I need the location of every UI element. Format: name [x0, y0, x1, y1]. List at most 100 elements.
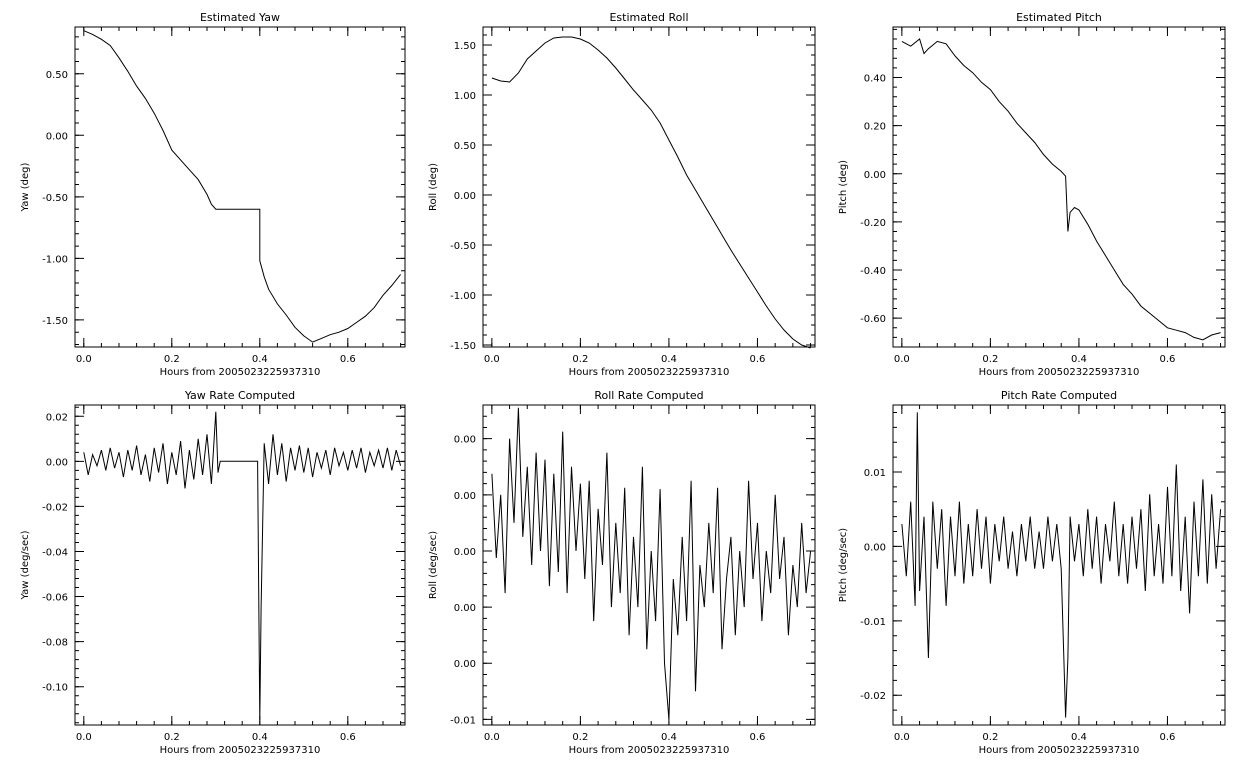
y-tick-label: -0.50	[42, 193, 68, 204]
minor-ticks	[483, 27, 815, 347]
x-tick-label: 0.4	[661, 732, 677, 743]
x-tick-label: 0.4	[252, 732, 268, 743]
y-tick-label: -1.00	[450, 291, 476, 302]
y-tick-label: -0.20	[860, 218, 886, 229]
x-axis-label: Hours from 2005023225937310	[979, 745, 1140, 756]
y-tick-label: 0.00	[454, 547, 476, 558]
minor-ticks	[893, 405, 1225, 726]
y-tick-label: 0.20	[864, 122, 886, 133]
y-tick-label: -0.02	[860, 691, 886, 702]
x-tick-label: 0.2	[164, 732, 180, 743]
plot-frame	[74, 26, 406, 348]
x-tick-label: 0.0	[484, 354, 500, 365]
x-tick-label: 0.4	[1071, 354, 1087, 365]
y-tick-label: 1.50	[454, 41, 476, 52]
x-tick-label: 0.2	[572, 354, 588, 365]
x-tick-label: 0.6	[1160, 354, 1176, 365]
series-line	[901, 412, 1222, 718]
panel-4: 0.0 0.2 0.4 0.6 0.02 0.00 -0.02 -0.04 -0.06 -0.08…	[20, 389, 406, 756]
y-tick-label: 0.50	[46, 70, 68, 81]
plot-frame	[482, 26, 816, 348]
panel-6: 0.0 0.2 0.4 0.6 0.01 0.00 -0.01 -0.02 Pitch Rate…	[838, 389, 1226, 756]
x-tick-label: 0.6	[750, 354, 766, 365]
x-tick-label: 0.4	[252, 354, 268, 365]
y-tick-label: 0.40	[864, 74, 886, 85]
y-tick-label: -1.50	[450, 341, 476, 352]
y-tick-label: 0.00	[864, 542, 886, 553]
x-tick-label: 0.0	[484, 732, 500, 743]
minor-ticks	[75, 27, 405, 347]
y-tick-label: -0.06	[42, 593, 68, 604]
series-line	[491, 36, 811, 349]
x-tick-label: 0.0	[894, 354, 910, 365]
x-axis-label: Hours from 2005023225937310	[160, 745, 321, 756]
chart-title: Estimated Yaw	[200, 11, 280, 24]
y-tick-label: -0.40	[860, 266, 886, 277]
plot-frame	[892, 26, 1226, 348]
y-axis-label: Pitch (deg)	[838, 160, 849, 214]
y-tick-label: 0.02	[46, 412, 68, 423]
panel-2: 0.0 0.2 0.4 0.6 1.50 1.00 0.50 0.00 -0.50 -1.00 -1…	[428, 11, 816, 378]
chart-title: Estimated Pitch	[1016, 11, 1102, 24]
series-line	[491, 407, 812, 720]
panel-3: 0.0 0.2 0.4 0.6 0.40 0.20 0.00 -0.20 -0.40 -0.60 E…	[838, 11, 1226, 378]
x-axis-label: Hours from 2005023225937310	[160, 367, 321, 378]
y-tick-label: 0.00	[454, 603, 476, 614]
y-tick-label: 0.00	[454, 435, 476, 446]
panel-1: 0.0 0.2 0.4 0.6 0.50 0.00 -0.50 -1.00 -1.50 Estim…	[20, 11, 406, 378]
y-tick-label: 0.01	[864, 468, 886, 479]
y-tick-label: -0.50	[450, 241, 476, 252]
x-tick-label: 0.0	[76, 732, 92, 743]
y-tick-label: 1.00	[454, 91, 476, 102]
y-tick-label: -1.50	[42, 316, 68, 327]
series-line	[83, 411, 402, 721]
panel-5: 0.0 0.2 0.4 0.6 0.00 0.00 0.00 0.00 0.00 -0.01 Rol…	[428, 389, 816, 756]
x-tick-label: 0.2	[572, 732, 588, 743]
y-axis-label: Yaw (deg)	[20, 162, 31, 212]
minor-ticks	[893, 27, 1225, 348]
y-tick-label: 0.00	[454, 191, 476, 202]
x-axis-label: Hours from 2005023225937310	[569, 367, 730, 378]
plot-frame	[74, 404, 406, 726]
x-tick-label: 0.4	[1071, 732, 1087, 743]
minor-ticks	[75, 405, 405, 725]
y-axis-label: Yaw (deg/sec)	[20, 530, 31, 600]
y-tick-label: -0.08	[42, 638, 68, 649]
x-tick-label: 0.2	[982, 354, 998, 365]
y-tick-label: -1.00	[42, 254, 68, 265]
x-tick-label: 0.4	[661, 354, 677, 365]
y-tick-label: 0.50	[454, 141, 476, 152]
y-tick-label: -0.10	[42, 683, 68, 694]
y-axis-label: Pitch (deg/sec)	[838, 528, 849, 603]
x-axis-label: Hours from 2005023225937310	[569, 745, 730, 756]
y-axis-label: Roll (deg)	[428, 163, 439, 211]
x-axis-label: Hours from 2005023225937310	[979, 367, 1140, 378]
x-tick-label: 0.6	[340, 732, 356, 743]
x-tick-label: 0.0	[894, 732, 910, 743]
y-tick-label: -0.01	[450, 715, 476, 726]
x-tick-label: 0.2	[164, 354, 180, 365]
chart-title: Yaw Rate Computed	[184, 389, 295, 402]
y-tick-label: -0.02	[42, 502, 68, 513]
plot-frame	[892, 404, 1226, 726]
y-tick-label: 0.00	[454, 659, 476, 670]
series-line	[83, 30, 401, 343]
x-tick-label: 0.0	[76, 354, 92, 365]
y-tick-label: 0.00	[864, 170, 886, 181]
plot-frame	[482, 404, 816, 726]
x-tick-label: 0.6	[1160, 732, 1176, 743]
y-tick-label: 0.00	[46, 131, 68, 142]
y-tick-label: 0.00	[46, 457, 68, 468]
chart-title: Roll Rate Computed	[594, 389, 703, 402]
chart-title: Estimated Roll	[609, 11, 688, 24]
y-tick-label: 0.00	[454, 491, 476, 502]
series-line	[901, 38, 1221, 341]
x-tick-label: 0.2	[982, 732, 998, 743]
x-tick-label: 0.6	[750, 732, 766, 743]
y-tick-label: -0.04	[42, 547, 68, 558]
y-tick-label: -0.01	[860, 617, 886, 628]
x-tick-label: 0.6	[340, 354, 356, 365]
chart-title: Pitch Rate Computed	[1001, 389, 1117, 402]
y-axis-label: Roll (deg/sec)	[428, 531, 439, 599]
